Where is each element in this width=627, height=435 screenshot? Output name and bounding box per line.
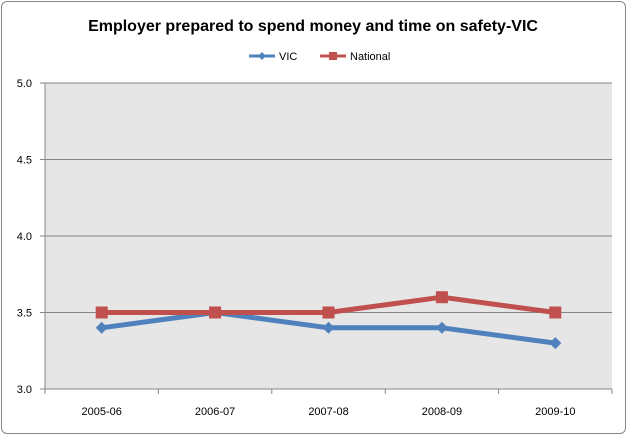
x-tick-label: 2009-10	[535, 406, 575, 418]
data-point	[95, 306, 108, 319]
legend-item-vic: VIC	[249, 51, 297, 63]
series-national	[95, 291, 562, 319]
x-tick-label: 2007-08	[308, 406, 348, 418]
data-point	[549, 306, 562, 319]
y-tick-label: 4.0	[17, 231, 32, 243]
legend-label: VIC	[279, 51, 297, 63]
data-point	[435, 321, 448, 334]
y-tick-label: 5.0	[17, 78, 32, 90]
x-tick-label: 2006-07	[195, 406, 235, 418]
legend: VIC National	[249, 51, 390, 63]
data-point	[95, 321, 108, 334]
legend-item-national: National	[320, 51, 390, 63]
legend-marker	[258, 52, 266, 60]
y-tick-label: 3.5	[17, 308, 32, 320]
data-point	[209, 306, 222, 319]
data-point	[322, 321, 335, 334]
legend-marker	[329, 52, 337, 60]
x-tick-label: 2005-06	[82, 406, 122, 418]
y-tick-label: 4.5	[17, 155, 32, 167]
legend-label: National	[350, 51, 390, 63]
data-point	[322, 306, 335, 319]
y-tick-label: 3.0	[17, 384, 32, 396]
x-tick-label: 2008-09	[422, 406, 462, 418]
data-point	[435, 291, 448, 304]
data-point	[549, 337, 562, 350]
chart-title: Employer prepared to spend money and tim…	[88, 18, 538, 35]
series-vic	[95, 306, 562, 350]
